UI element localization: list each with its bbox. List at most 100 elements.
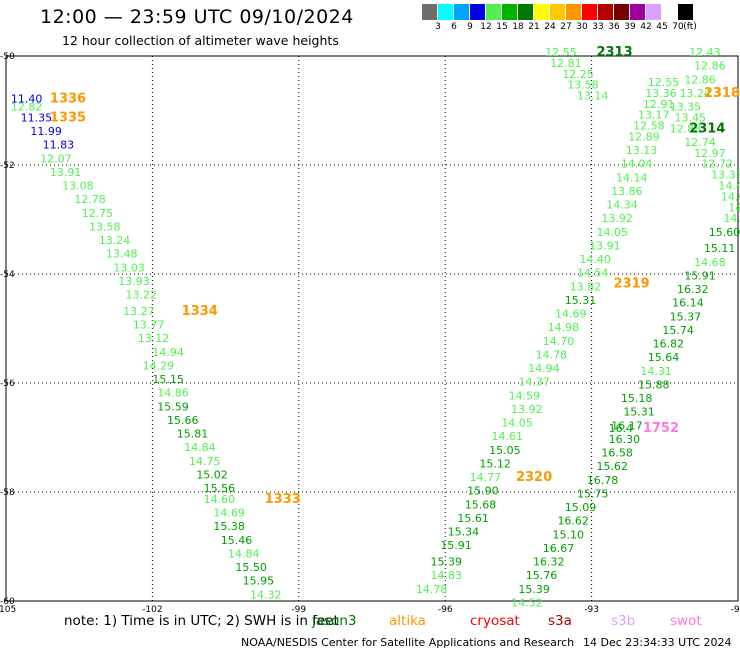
legend-swatch (582, 4, 598, 20)
wave-height-value: 14.77 (470, 471, 502, 484)
wave-height-value: 13.03 (113, 261, 145, 274)
wave-height-value: 14.60 (204, 493, 236, 506)
wave-height-value: 16.32 (677, 283, 709, 296)
wave-height-value: 15.31 (623, 406, 655, 419)
wave-height-value: 16.17 (611, 419, 643, 432)
wave-height-value: 15.50 (235, 561, 266, 574)
wave-height-value: 15.11 (704, 242, 736, 255)
wave-height-value: 12.86 (684, 73, 716, 86)
wave-height-value: 15.31 (565, 294, 597, 307)
legend-ticks: 3 6 9 12 15 18 21 24 27 30 33 36 39 42 45 70 (ft) (422, 20, 697, 34)
wave-height-value: 15.81 (177, 428, 209, 441)
page-title: 12:00 — 23:59 UTC 09/10/2024 (40, 6, 354, 28)
legend-swatch (486, 4, 502, 20)
wave-height-value: 12.81 (550, 57, 582, 70)
wave-height-value: 14.94 (528, 362, 560, 375)
wave-height-value: 13.48 (106, 248, 138, 261)
wave-height-value: 14.40 (579, 253, 611, 266)
footer-timestamp: 14 Dec 23:34:33 UTC 2024 (583, 636, 732, 649)
wave-height-values: 11.4012.8211.3511.9911.8312.0713.9113.08… (11, 46, 740, 609)
wave-height-value: 14.16 (728, 201, 740, 214)
wave-height-value: 14.86 (157, 387, 189, 400)
wave-height-value: 13.12 (138, 332, 170, 345)
wave-height-value: 13.92 (601, 212, 633, 225)
wave-height-value: 15.76 (526, 569, 558, 582)
latitude-tick-label: -52 (0, 161, 15, 171)
wave-height-value: 14.05 (501, 417, 533, 430)
wave-height-value: 14.75 (189, 455, 221, 468)
wave-height-value: 14.83 (431, 569, 463, 582)
wave-height-value: 12.74 (684, 136, 716, 149)
wave-height-value: 14.84 (184, 441, 216, 454)
wave-height-value: 15.59 (157, 400, 189, 413)
wave-height-value: 12.43 (689, 46, 721, 59)
wave-height-value: 13.13 (626, 144, 658, 157)
legend-tick-label: 12 (480, 22, 492, 32)
wave-height-value: 14.34 (606, 199, 638, 212)
wave-height-value: 15.61 (457, 512, 489, 525)
wave-height-value: 14.52 (511, 596, 542, 609)
wave-height-value: 13.24 (679, 87, 711, 100)
wave-height-value: 15.39 (431, 556, 463, 569)
wave-height-value: 14.84 (228, 547, 259, 560)
map-grid (5, 55, 739, 602)
wave-height-value: 15.34 (448, 526, 480, 539)
latitude-tick-label: -58 (0, 488, 15, 498)
wave-height-value: 15.37 (670, 310, 702, 323)
legend-swatch (534, 4, 550, 20)
pass-number-label: 1335 (50, 110, 86, 125)
legend-tick-label: 70 (672, 22, 684, 32)
wave-height-value: 13.27 (123, 305, 154, 318)
wave-height-value: 13.22 (126, 289, 158, 302)
pass-number-label: 2319 (614, 277, 650, 292)
wave-height-value: 14.54 (577, 267, 609, 280)
wave-height-value: 13.82 (570, 280, 602, 293)
map-frame (5, 55, 739, 602)
wave-height-value: 12.82 (11, 101, 43, 114)
pass-number-label: 1336 (50, 91, 86, 106)
wave-height-value: 14.70 (543, 335, 575, 348)
legend-swatch (550, 4, 566, 20)
legend-swatch (598, 4, 614, 20)
wave-height-value: 12.86 (694, 60, 726, 73)
wave-height-value: 12.78 (74, 193, 106, 206)
wave-height-value: 16.14 (672, 297, 704, 310)
wave-height-value: 13.24 (99, 234, 131, 247)
longitude-tick-label: -96 (438, 605, 453, 615)
wave-height-value: 12.58 (633, 120, 665, 133)
wave-height-value: 13.35 (670, 101, 702, 114)
wave-height-value: 12.88 (670, 122, 702, 135)
longitude-tick-label: -102 (142, 605, 162, 615)
wave-height-value: 13.91 (50, 166, 82, 179)
wave-height-value: 14.69 (555, 308, 587, 321)
wave-height-value: 15.88 (638, 378, 670, 391)
wave-height-value: 14.43 (718, 180, 740, 193)
legend-swatches (422, 4, 694, 20)
wave-height-value: 13.92 (511, 403, 542, 416)
latitude-tick-label: -54 (0, 270, 15, 280)
legend-tick-label: 39 (624, 22, 636, 32)
wave-height-value: 13.91 (589, 239, 621, 252)
wave-height-value: 11.99 (30, 125, 62, 138)
wave-height-value: 16.78 (587, 474, 619, 487)
wave-height-value: 15.12 (479, 457, 511, 470)
legend-swatch (422, 4, 438, 20)
wave-height-value: 13.33 (711, 169, 740, 182)
satellite-jason3: jason3 (312, 613, 357, 629)
wave-height-value: 15.95 (243, 575, 275, 588)
wave-height-value: 15.91 (684, 269, 716, 282)
wave-height-value: 12.91 (643, 98, 675, 111)
wave-height-value: 15.09 (565, 501, 597, 514)
wave-height-value: 15.05 (489, 444, 521, 457)
legend-swatch (630, 4, 646, 20)
legend-swatch (646, 4, 662, 20)
color-legend: 3 6 9 12 15 18 21 24 27 30 33 36 39 42 45 70 (ft) (422, 4, 697, 34)
wave-height-value: 12.55 (648, 76, 680, 89)
wave-height-value: 16.30 (609, 433, 641, 446)
satellite-altika: altika (389, 613, 426, 629)
wave-height-value: 12.72 (701, 158, 733, 171)
wave-height-value: 12.55 (545, 46, 577, 59)
wave-height-value: 13.17 (638, 109, 670, 122)
longitude-tick-label: -90 (731, 605, 740, 615)
